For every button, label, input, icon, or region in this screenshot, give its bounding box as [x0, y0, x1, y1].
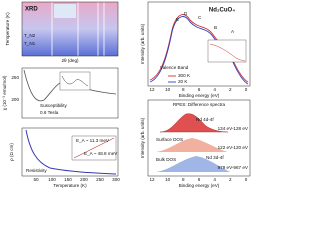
vb-title: Nd₂CuO₄ — [209, 8, 235, 14]
bulk-area — [156, 156, 230, 172]
x-tick-label: 4 — [213, 177, 216, 182]
surface-area — [156, 138, 228, 152]
rpes-label: Surface DOS — [156, 137, 183, 142]
x-tick-label: 150 — [64, 177, 72, 182]
ea1: E_A ~ 11.3 meV — [76, 138, 110, 143]
y-label: χ (10⁻³ emu/mol) — [2, 75, 7, 110]
ea2: E_A ~ 48.8 meV — [84, 151, 118, 156]
rpes-title: RPES: Difference spectra — [173, 102, 226, 107]
x-label: Temperature (K) — [53, 183, 87, 188]
marker: D — [184, 11, 188, 16]
vb-label: Valence Band — [160, 65, 189, 70]
y-label: Temperature (K) — [5, 12, 10, 46]
res-fit — [73, 137, 115, 159]
xrd-label: XRD — [25, 7, 38, 13]
x-tick-label: 10 — [165, 87, 171, 92]
y-label: Intensity (arb. units) — [140, 23, 145, 64]
sus-frame — [21, 67, 119, 119]
energy: 979 eV-967 eV — [218, 165, 249, 170]
energy: 122 eV-120 eV — [218, 145, 249, 150]
x-tick-label: 12 — [149, 87, 155, 92]
sus-field: 0.6 Tesla — [40, 110, 59, 115]
nd4d-area — [159, 113, 229, 133]
x-label: Binding energy (eV) — [179, 183, 220, 188]
x-tick-label: 6 — [198, 87, 201, 92]
page: {"xrd": {"label": "XRD", "y_label": "Tem… — [2, 1, 251, 189]
sus-label: Susceptibility — [40, 103, 68, 108]
x-tick-label: 200 — [80, 177, 88, 182]
res-curve — [25, 129, 117, 175]
y-tick-label: 200 — [11, 97, 19, 102]
sus-inset-curve — [61, 75, 89, 87]
x-tick-label: 300 — [112, 177, 120, 182]
vb-20k — [149, 16, 249, 85]
res-label: Resistivity — [26, 168, 47, 173]
y-tick-label: 250 — [11, 75, 19, 80]
rpes-frame — [147, 99, 251, 177]
xrd-lines — [51, 2, 105, 56]
marker: A — [231, 29, 235, 34]
vb-inset — [207, 39, 247, 63]
x-tick-label: 10 — [165, 177, 171, 182]
marker: B — [214, 25, 217, 30]
rpes-label: Nd 3d-4f — [206, 155, 224, 160]
xrd-frame — [21, 1, 119, 57]
x-tick-label: 0 — [245, 177, 248, 182]
x-tick-label: 8 — [182, 177, 185, 182]
rpes-label: Nd 4d-4f — [196, 117, 214, 122]
y-label: Intensity (arb. units) — [140, 117, 145, 158]
tn1: T_N1 — [24, 41, 36, 46]
x-tick-label: 2 — [229, 177, 232, 182]
vb-frame — [147, 1, 251, 87]
x-ticks: 50 100 150 200 250 300 — [33, 177, 120, 182]
x-label: Binding energy (eV) — [179, 93, 220, 98]
vb-inset-curve — [209, 43, 246, 62]
x-ticks: 12 10 8 6 4 2 0 — [149, 177, 247, 182]
x-label: 2θ (deg) — [61, 58, 79, 63]
x-tick-label: 100 — [48, 177, 56, 182]
marker: C — [198, 15, 202, 20]
x-tick-label: 0 — [245, 87, 248, 92]
x-tick-label: 2 — [229, 87, 232, 92]
x-tick-label: 12 — [149, 177, 155, 182]
legend-entry: 300 K — [178, 73, 191, 78]
marker: E — [176, 17, 179, 22]
res-frame — [21, 127, 119, 177]
x-tick-label: 50 — [33, 177, 39, 182]
x-tick-label: 8 — [182, 87, 185, 92]
figure: XRD T_N2 T_N1 Temperature (K) 2θ (deg) S… — [2, 1, 251, 188]
x-tick-label: 250 — [96, 177, 104, 182]
crystal-inset — [54, 4, 76, 18]
x-ticks: 12 10 8 6 4 2 0 — [149, 87, 247, 92]
energy: 134 eV-128 eV — [218, 126, 249, 131]
x-tick-label: 4 — [213, 87, 216, 92]
rpes-label: Bulk DOS — [156, 157, 176, 162]
y-label: ρ (Ω cm) — [9, 143, 14, 161]
legend-entry: 20 K — [178, 79, 188, 84]
x-tick-label: 6 — [198, 177, 201, 182]
tn2: T_N2 — [24, 33, 36, 38]
